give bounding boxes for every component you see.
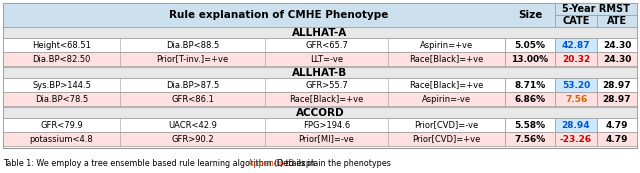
Text: 24.30: 24.30 [603, 40, 631, 49]
Bar [505, 118, 555, 132]
Bar [3, 27, 637, 38]
Text: Dia.BP<88.5: Dia.BP<88.5 [166, 40, 219, 49]
Bar [3, 78, 505, 92]
Bar [3, 3, 637, 148]
Text: Height<68.51: Height<68.51 [32, 40, 91, 49]
Text: Aspirin=-ve: Aspirin=-ve [422, 94, 471, 103]
Text: Dia.BP<78.5: Dia.BP<78.5 [35, 94, 88, 103]
Text: 7.56: 7.56 [565, 94, 587, 103]
Text: GFR>55.7: GFR>55.7 [305, 80, 348, 89]
Text: 5-Year RMST: 5-Year RMST [562, 4, 630, 14]
Bar [3, 67, 637, 78]
Text: GFR<65.7: GFR<65.7 [305, 40, 348, 49]
Text: 4.79: 4.79 [605, 121, 628, 130]
Bar [597, 92, 637, 106]
Text: Aspirin=+ve: Aspirin=+ve [420, 40, 473, 49]
Bar [555, 38, 597, 52]
Text: 5.05%: 5.05% [515, 40, 545, 49]
Text: Dia.BP<82.50: Dia.BP<82.50 [32, 54, 91, 63]
Bar [555, 78, 597, 92]
Bar [3, 92, 505, 106]
Bar [555, 15, 597, 27]
Text: Appendix D: Appendix D [248, 158, 294, 167]
Text: GFR<79.9: GFR<79.9 [40, 121, 83, 130]
Text: ATE: ATE [607, 16, 627, 26]
Text: 20.32: 20.32 [562, 54, 590, 63]
Text: 28.97: 28.97 [603, 94, 631, 103]
Bar [3, 118, 505, 132]
Text: Dia.BP>87.5: Dia.BP>87.5 [166, 80, 219, 89]
Bar [555, 118, 597, 132]
Bar [3, 3, 555, 27]
Bar [597, 78, 637, 92]
Text: Race[Black]=+ve: Race[Black]=+ve [289, 94, 364, 103]
Bar [3, 107, 637, 118]
Text: Prior[CVD]=+ve: Prior[CVD]=+ve [412, 134, 481, 143]
Text: ALLHAT-B: ALLHAT-B [292, 67, 348, 78]
Text: Table 1: We employ a tree ensemble based rule learning algorithm (Details in: Table 1: We employ a tree ensemble based… [3, 158, 317, 167]
Bar [3, 132, 505, 146]
Text: ALLHAT-A: ALLHAT-A [292, 28, 348, 38]
Text: UACR<42.9: UACR<42.9 [168, 121, 217, 130]
Bar [3, 38, 505, 52]
Text: Prior[MI]=-ve: Prior[MI]=-ve [299, 134, 355, 143]
Bar [555, 3, 637, 15]
Text: LLT=-ve: LLT=-ve [310, 54, 343, 63]
Bar [505, 52, 555, 66]
Bar [555, 132, 597, 146]
Text: potassium<4.8: potassium<4.8 [29, 134, 93, 143]
Bar [555, 92, 597, 106]
Text: 5.58%: 5.58% [515, 121, 545, 130]
Text: FPG>194.6: FPG>194.6 [303, 121, 350, 130]
Bar [505, 38, 555, 52]
Text: Size: Size [518, 10, 542, 20]
Text: Prior[T-inv.]=+ve: Prior[T-inv.]=+ve [156, 54, 228, 63]
Text: CATE: CATE [563, 16, 589, 26]
Bar [597, 38, 637, 52]
Bar [505, 132, 555, 146]
Text: Rule explanation of CMHE Phenotype: Rule explanation of CMHE Phenotype [170, 10, 388, 20]
Text: 42.87: 42.87 [562, 40, 590, 49]
Text: Race[Black]=+ve: Race[Black]=+ve [410, 54, 484, 63]
Text: ) to explain the phenotypes: ) to explain the phenotypes [280, 158, 390, 167]
Text: 53.20: 53.20 [562, 80, 590, 89]
Text: GFR>90.2: GFR>90.2 [171, 134, 214, 143]
Text: Race[Black]=+ve: Race[Black]=+ve [410, 80, 484, 89]
Text: 8.71%: 8.71% [515, 80, 546, 89]
Text: 28.97: 28.97 [603, 80, 631, 89]
Bar [505, 92, 555, 106]
Text: 13.00%: 13.00% [511, 54, 548, 63]
Bar [597, 118, 637, 132]
Text: Sys.BP>144.5: Sys.BP>144.5 [32, 80, 91, 89]
Bar [597, 15, 637, 27]
Text: Prior[CVD]=-ve: Prior[CVD]=-ve [414, 121, 479, 130]
Text: 28.94: 28.94 [562, 121, 590, 130]
Bar [555, 52, 597, 66]
Text: 6.86%: 6.86% [515, 94, 545, 103]
Bar [597, 52, 637, 66]
Text: 24.30: 24.30 [603, 54, 631, 63]
Bar [505, 78, 555, 92]
Text: 4.79: 4.79 [605, 134, 628, 143]
Text: GFR<86.1: GFR<86.1 [171, 94, 214, 103]
Text: ACCORD: ACCORD [296, 107, 344, 117]
Text: -23.26: -23.26 [560, 134, 592, 143]
Bar [597, 132, 637, 146]
Text: 7.56%: 7.56% [515, 134, 546, 143]
Bar [3, 52, 505, 66]
